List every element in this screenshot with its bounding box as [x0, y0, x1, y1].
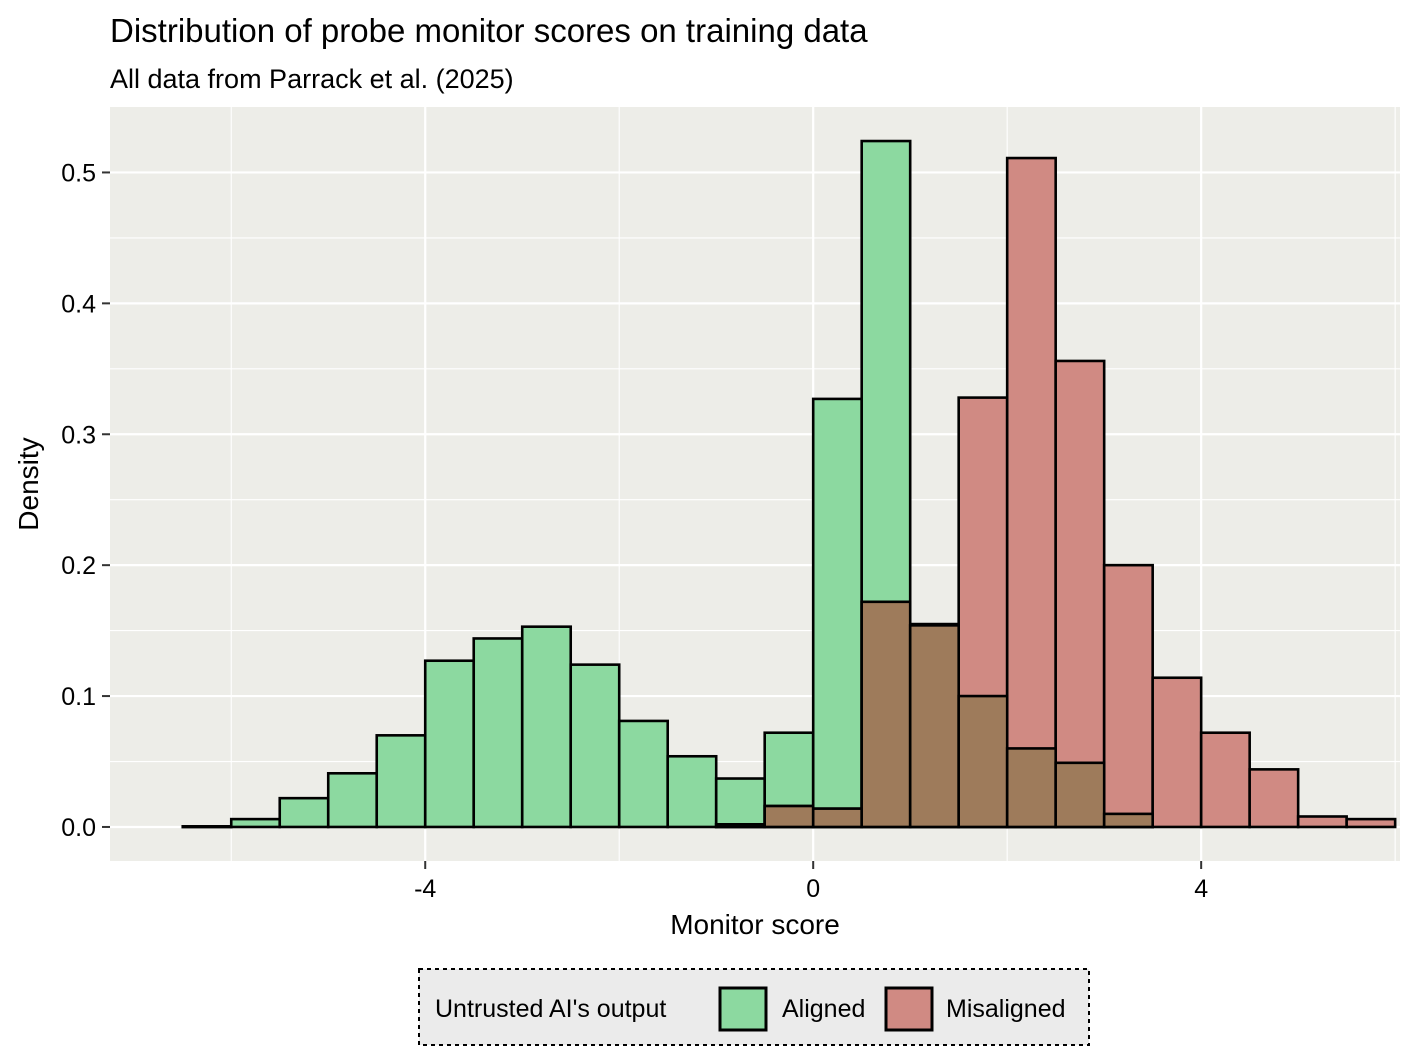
aligned-bar	[569, 663, 621, 829]
x-axis: -4 0 4	[414, 861, 1208, 903]
overlap-bar	[860, 600, 912, 829]
grid-lines	[110, 107, 1400, 861]
misaligned-bar	[1296, 815, 1348, 829]
y-tick-label: 0.5	[61, 159, 96, 187]
aligned-bar	[326, 771, 379, 829]
overlap-bar	[811, 807, 863, 829]
overlap-bar	[957, 694, 1009, 829]
aligned-bar	[666, 754, 718, 829]
y-axis-title: Density	[13, 437, 44, 530]
y-tick-label: 0.3	[61, 421, 96, 449]
aligned-bar	[375, 734, 427, 829]
chart-title: Distribution of probe monitor scores on …	[110, 12, 868, 49]
aligned-bar	[520, 625, 573, 829]
x-tick-label: -4	[414, 875, 436, 903]
aligned-bar	[617, 719, 670, 829]
overlap-bar	[908, 624, 960, 829]
misaligned-bar	[1054, 359, 1106, 829]
chart-subtitle: All data from Parrack et al. (2025)	[110, 64, 514, 94]
legend: Untrusted AI's output Aligned Misaligned	[418, 968, 1090, 1046]
x-tick-label: 4	[1194, 875, 1208, 903]
misaligned-bar	[1102, 563, 1154, 829]
misaligned-bar	[1345, 817, 1397, 829]
y-axis: 0.0 0.1 0.2 0.3 0.4 0.5	[61, 159, 110, 842]
overlap-bars	[714, 600, 1154, 829]
overlap-bar	[1005, 747, 1057, 829]
overlap-bar	[714, 823, 766, 829]
overlap-bar	[1102, 812, 1154, 829]
x-axis-title: Monitor score	[670, 909, 840, 940]
misaligned-bar	[1151, 676, 1203, 829]
aligned-bar	[472, 637, 524, 829]
legend-key-misaligned	[884, 986, 934, 1032]
y-tick-label: 0.4	[61, 290, 96, 318]
aligned-bar	[714, 777, 766, 829]
overlap-bar	[763, 804, 815, 829]
bars-layer	[181, 139, 1397, 829]
aligned-bar	[278, 796, 330, 829]
legend-label-misaligned: Misaligned	[946, 995, 1066, 1023]
aligned-bar	[811, 397, 863, 829]
x-tick-label: 0	[806, 875, 820, 903]
y-tick-label: 0.2	[61, 552, 96, 580]
misaligned-bar	[1005, 156, 1057, 829]
y-tick-label: 0.1	[61, 683, 96, 711]
misaligned-bar	[1248, 768, 1300, 829]
aligned-bar	[181, 825, 233, 829]
y-tick-label: 0.0	[61, 814, 96, 842]
legend-key-aligned	[718, 986, 768, 1032]
aligned-bar	[423, 659, 476, 829]
legend-label-aligned: Aligned	[782, 995, 865, 1023]
misaligned-bar	[1199, 731, 1251, 829]
overlap-bar	[1054, 761, 1106, 829]
legend-title: Untrusted AI's output	[435, 995, 666, 1023]
aligned-bar	[229, 817, 282, 829]
